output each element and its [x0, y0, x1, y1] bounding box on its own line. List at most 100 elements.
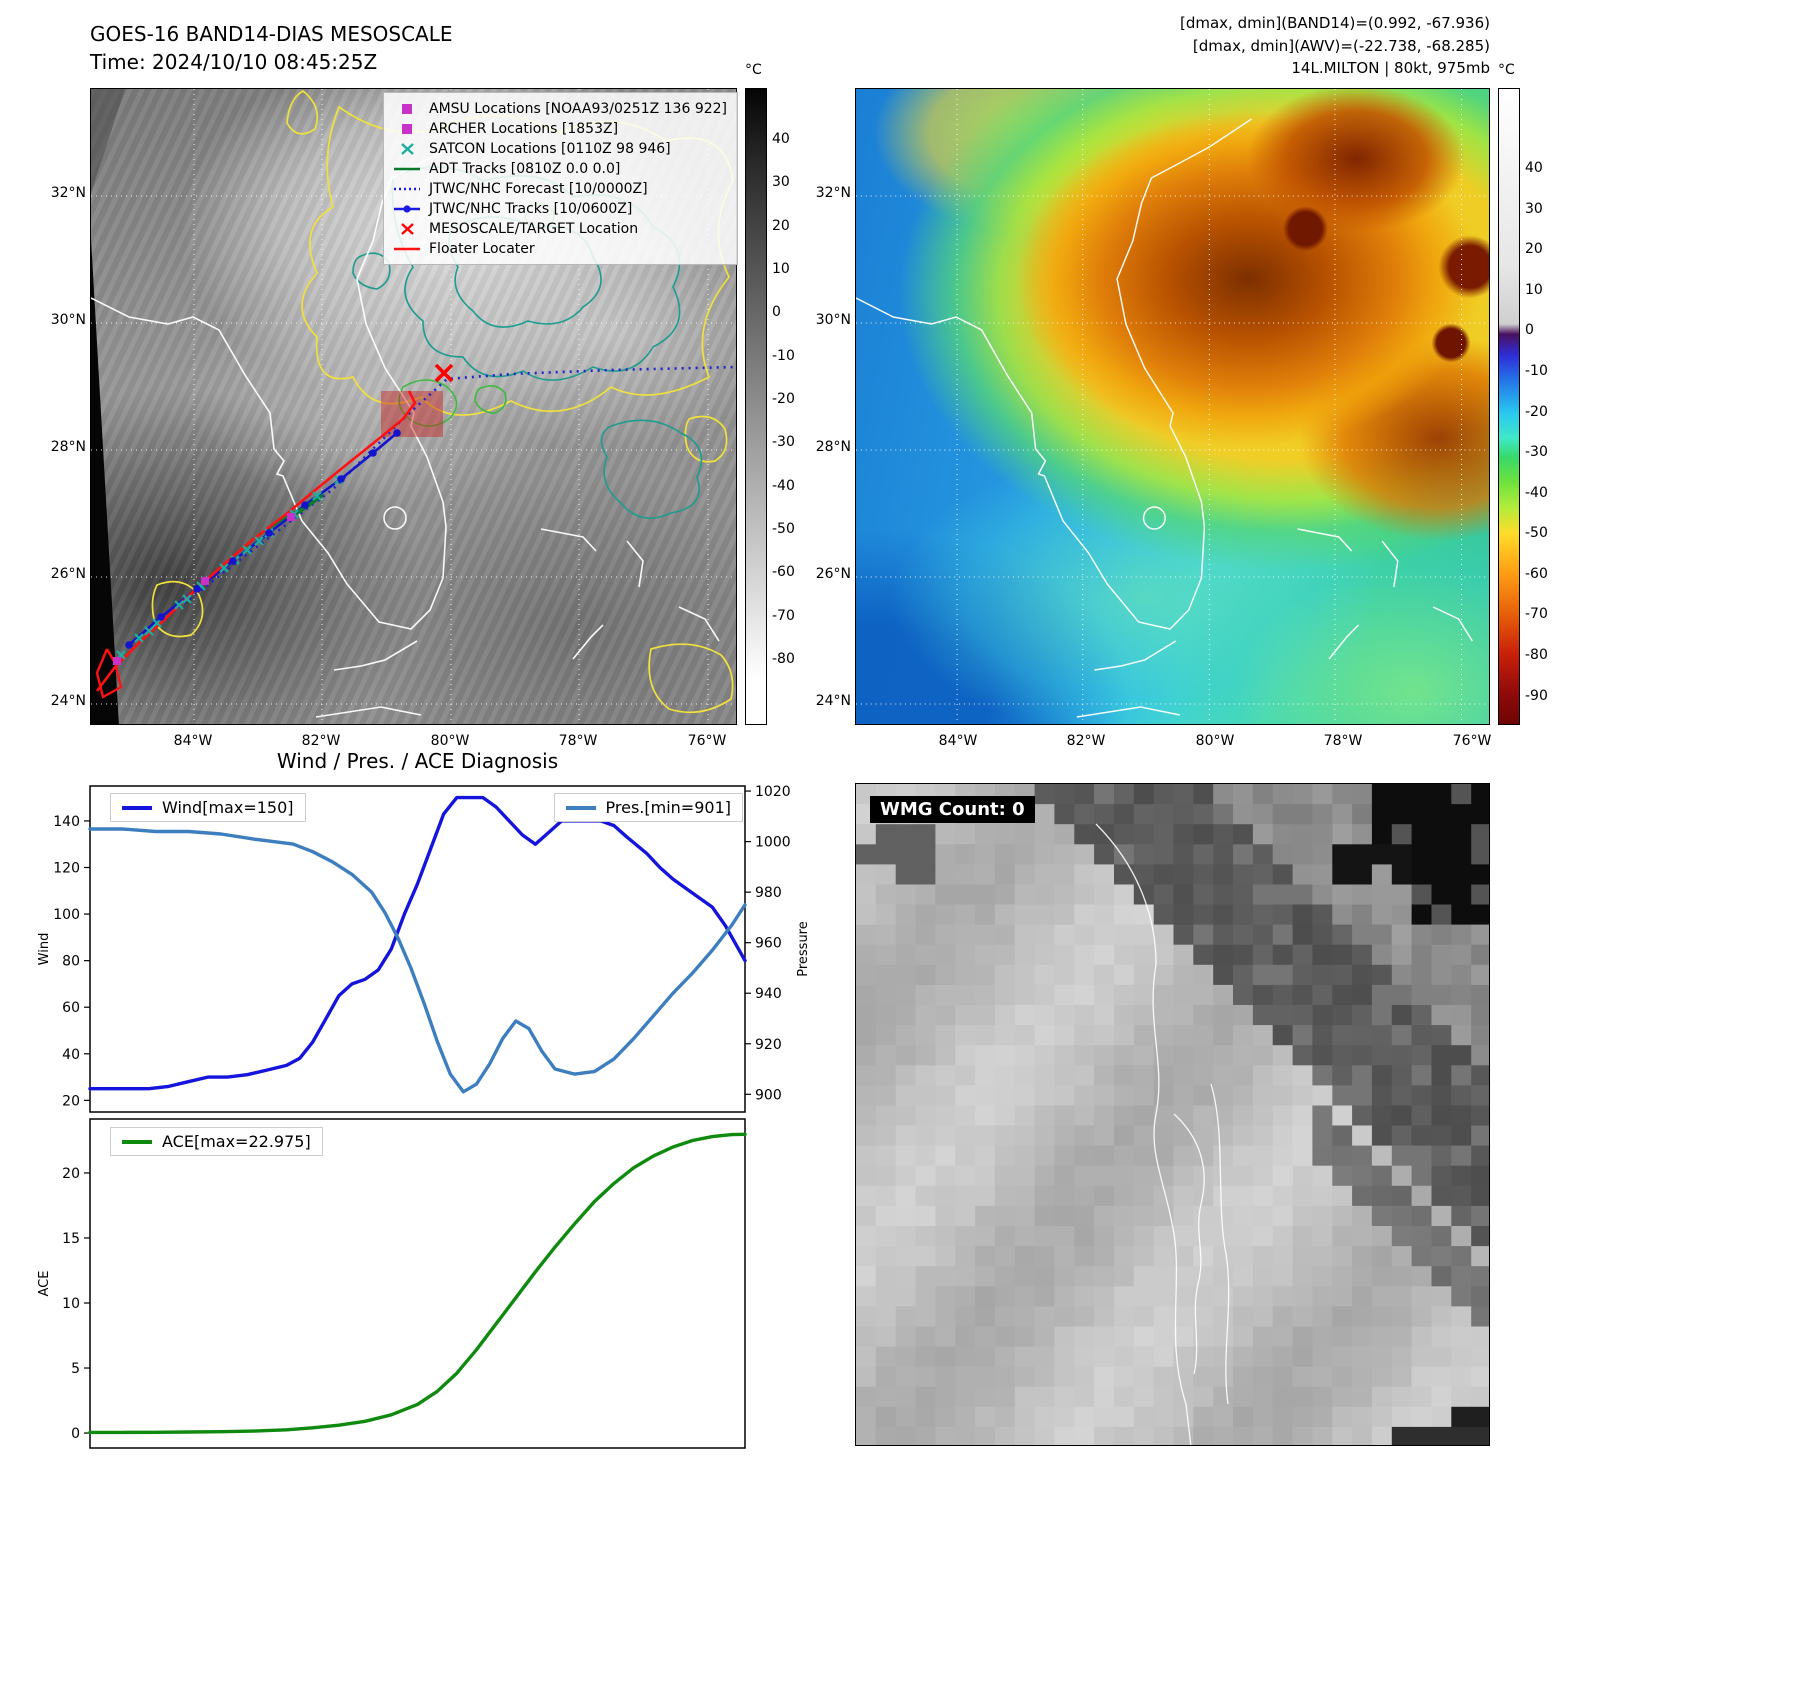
band14-colorbar-tick: -10 — [772, 348, 795, 364]
awv-colorbar-tick: -60 — [1525, 566, 1548, 582]
graticule — [91, 89, 736, 724]
y-tick: 1000 — [755, 835, 791, 851]
ace-legend: ACE[max=22.975] — [110, 1127, 323, 1156]
lon-tick: 80°W — [1195, 733, 1235, 749]
dmax-dmin-awv: [dmax, dmin](AWV)=(-22.738, -68.285) — [1192, 36, 1490, 55]
coastline — [91, 118, 720, 718]
awv-header: [dmax, dmin](BAND14)=(0.992, -67.936) [d… — [1180, 12, 1490, 80]
y-tick: 0 — [71, 1426, 80, 1442]
satcon-x-icon — [242, 545, 252, 555]
y-tick: 40 — [62, 1047, 80, 1063]
jtwc-track-dot — [301, 501, 309, 509]
satcon-x-icon — [182, 594, 192, 604]
legend-item-label: ARCHER Locations [1853Z] — [429, 120, 619, 137]
jtwc-track-dot — [393, 429, 401, 437]
y-tick: 980 — [755, 885, 782, 901]
legend-item-label: JTWC/NHC Tracks [10/0600Z] — [429, 200, 633, 217]
lon-tick: 82°W — [301, 733, 341, 749]
legend-item-label: MESOSCALE/TARGET Location — [429, 220, 639, 237]
band14-colorbar-tick: 40 — [772, 131, 790, 147]
series-line — [88, 1132, 747, 1435]
coastline — [856, 118, 1473, 718]
amsu-square-icon — [201, 577, 209, 585]
adt-track-line — [258, 493, 324, 537]
y-tick: 100 — [53, 907, 80, 923]
coastline-zoom — [1095, 823, 1230, 1445]
legend-item: ARCHER Locations [1853Z] — [392, 119, 727, 138]
legend-item: Floater Locater — [392, 239, 727, 258]
line-dot-marker-icon — [392, 202, 422, 216]
band14-colorbar-tick: -20 — [772, 391, 795, 407]
awv-colorbar-tick: -50 — [1525, 525, 1548, 541]
y-tick: 15 — [62, 1231, 80, 1247]
lat-tick: 26°N — [50, 566, 86, 582]
band14-title: GOES-16 BAND14-DIAS MESOSCALE — [90, 22, 453, 46]
awv-colorbar-tick: -80 — [1525, 647, 1548, 663]
wind-legend: Wind[max=150] — [110, 793, 306, 822]
pressure-legend: Pres.[min=901] — [553, 793, 743, 822]
y-tick: 5 — [71, 1361, 80, 1377]
floater-track-line — [95, 390, 417, 692]
x-marker-icon — [392, 142, 422, 156]
band14-time: Time: 2024/10/10 08:45:25Z — [90, 50, 378, 74]
left-axis-label: Wind — [37, 933, 52, 966]
graticule — [856, 89, 1489, 724]
wind-line-icon — [122, 805, 152, 810]
lon-tick: 84°W — [173, 733, 213, 749]
y-tick: 920 — [755, 1037, 782, 1053]
satcon-x-icon — [254, 536, 264, 546]
band14-colorbar-tick: -80 — [772, 651, 795, 667]
satcon-x-icon — [134, 633, 144, 643]
awv-colorbar-tick: -40 — [1525, 485, 1548, 501]
legend-item: JTWC/NHC Forecast [10/0000Z] — [392, 179, 727, 198]
awv-map-overlay — [856, 89, 1489, 724]
awv-colorbar-tick: -10 — [1525, 363, 1548, 379]
wmg-pixel-map — [856, 784, 1489, 1445]
jtwc-track-dot — [229, 557, 237, 565]
awv-colorbar-tick: 30 — [1525, 201, 1543, 217]
x-marker-icon — [392, 222, 422, 236]
jtwc-forecast-line — [150, 365, 736, 631]
observation-markers — [113, 429, 401, 665]
lat-tick: 24°N — [50, 693, 86, 709]
legend-item: JTWC/NHC Tracks [10/0600Z] — [392, 199, 727, 218]
legend-item: MESOSCALE/TARGET Location — [392, 219, 727, 238]
awv-colorbar-tick: 20 — [1525, 241, 1543, 257]
band14-colorbar-tick: -60 — [772, 564, 795, 580]
awv-colorbar-tick: -70 — [1525, 606, 1548, 622]
line-marker-icon — [392, 162, 422, 176]
lat-tick: 32°N — [815, 185, 851, 201]
awv-colorbar-tick: -90 — [1525, 688, 1548, 704]
legend-item-label: ADT Tracks [0810Z 0.0 0.0] — [429, 160, 621, 177]
band14-colorbar-tick: 30 — [772, 174, 790, 190]
y-tick: 1020 — [755, 784, 791, 800]
ace-legend-label: ACE[max=22.975] — [162, 1132, 311, 1151]
series-line — [88, 827, 747, 1094]
jtwc-track-dot — [125, 641, 133, 649]
y-tick: 80 — [62, 954, 80, 970]
y-tick: 120 — [53, 861, 80, 877]
storm-id-intensity: 14L.MILTON | 80kt, 975mb — [1291, 59, 1490, 77]
lat-tick: 30°N — [815, 312, 851, 328]
y-tick: 20 — [62, 1093, 80, 1109]
band14-colorbar-tick: -70 — [772, 608, 795, 624]
scan-edge-corner — [91, 89, 125, 193]
amsu-square-icon — [287, 513, 295, 521]
series-line — [88, 795, 747, 1091]
lat-tick: 28°N — [50, 439, 86, 455]
wmg-panel: WMG Count: 0 — [855, 783, 1490, 1446]
y-tick: 10 — [62, 1296, 80, 1312]
satcon-x-icon — [219, 563, 229, 573]
awv-colorbar-tick: 0 — [1525, 322, 1534, 338]
pixel-grid — [856, 784, 1489, 1445]
wind-pressure-chart-svg: 20 40 60 80 100 120 140 Wind 900 920 940 960 980 1000… — [37, 784, 811, 1113]
awv-colorbar-tick: 40 — [1525, 160, 1543, 176]
dotted-marker-icon — [392, 182, 422, 196]
wind-pressure-chart: 20 40 60 80 100 120 140 Wind 900 920 940 960 980 1000… — [35, 783, 835, 1117]
lat-tick: 26°N — [815, 566, 851, 582]
legend-item-label: Floater Locater — [429, 240, 535, 257]
band14-colorbar — [745, 88, 767, 725]
lon-tick: 76°W — [1452, 733, 1492, 749]
lon-tick: 82°W — [1066, 733, 1106, 749]
lat-tick: 24°N — [815, 693, 851, 709]
